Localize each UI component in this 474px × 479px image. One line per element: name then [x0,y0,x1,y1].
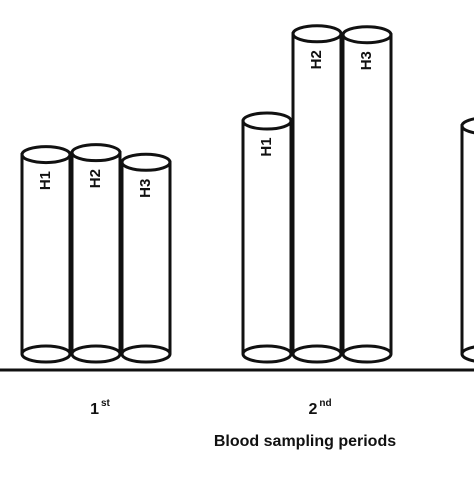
cylinder-body [341,33,393,364]
cylinder-body [291,32,343,364]
cylinder-bar: H3 [341,25,393,364]
cylinder-body [241,119,293,364]
bar-label: H1 [37,171,54,190]
cylinder-top [341,25,393,45]
cylinder-base-rim [291,344,343,355]
cylinder-base-rim [70,344,122,355]
x-axis-title: Blood sampling periods [214,433,396,450]
bars-layer: H1 H2 H3 H1 H2 H3 [20,24,474,364]
cylinder-bar: H2 [291,24,343,364]
bar-label: H3 [137,179,154,198]
cylinder-top [460,117,474,135]
cylinder-bar: H1 [241,111,293,364]
cylinder-top [291,24,343,44]
cylinder-bar [460,117,474,363]
cylinder-top [120,152,172,172]
cylinder-bar: H2 [70,143,122,364]
bar-label: H2 [308,50,325,69]
cylinder-body [460,124,474,363]
cylinder-top [70,143,122,163]
cylinder-base-rim [20,344,72,355]
cylinder-body [20,153,72,364]
cylinder-bar: H1 [20,145,72,364]
cylinder-base-rim [241,344,293,355]
cylinder-top [241,111,293,131]
bar-label: H1 [258,137,275,156]
cylinder-body [70,151,122,364]
cylinder-top [20,145,72,165]
cylinder-base-rim [460,345,474,355]
bar-label: H2 [87,169,104,188]
bar-label: H3 [358,51,375,70]
cylinder-base-rim [341,344,393,355]
cylinder-base-rim [120,344,172,355]
cylinder-bar: H3 [120,152,172,364]
cylinder-body [120,160,172,364]
